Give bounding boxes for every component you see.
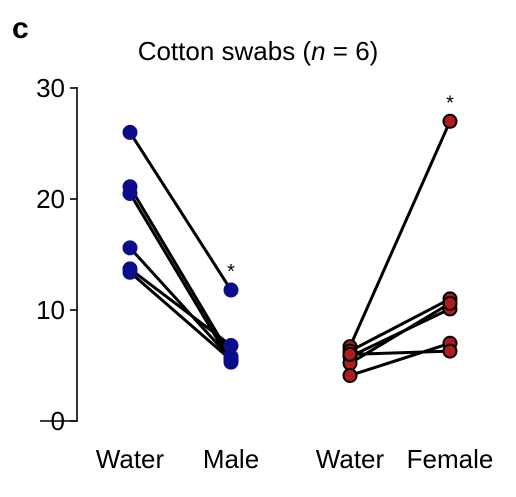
pair-line — [129, 271, 232, 362]
pair-line — [128, 246, 233, 360]
axis-labels: 0 10 20 30 Water Male * Water Female * — [36, 73, 493, 474]
y-tick-label: 20 — [36, 184, 65, 214]
data-point — [442, 113, 458, 129]
pair-line — [128, 131, 233, 291]
significance-marker: * — [227, 261, 235, 283]
pair-line — [349, 349, 451, 356]
significance-marker: * — [446, 92, 454, 114]
data-point — [442, 343, 458, 359]
data-point — [342, 346, 358, 362]
pair-line — [348, 120, 452, 348]
data-point — [122, 185, 138, 201]
pair-line — [349, 297, 451, 353]
axes — [40, 87, 78, 422]
y-tick-label: 30 — [36, 73, 65, 103]
pair-line — [129, 267, 232, 347]
pair-line — [128, 192, 233, 363]
chart-title: Cotton swabs (n = 6) — [138, 36, 379, 66]
y-tick-label: 10 — [36, 295, 65, 325]
data-point — [122, 240, 138, 256]
x-category-label: Water — [316, 444, 385, 474]
data-point — [342, 367, 358, 383]
data-point — [223, 352, 239, 368]
data-point — [122, 124, 138, 140]
x-category-label: Male — [203, 444, 259, 474]
data-point — [223, 282, 239, 298]
data-point — [122, 264, 138, 280]
pair-lines — [128, 120, 452, 377]
x-category-label: Water — [96, 444, 165, 474]
pair-line — [349, 341, 451, 377]
panel-label: c — [12, 12, 29, 45]
x-category-label: Female — [407, 444, 494, 474]
y-tick-label: 0 — [51, 406, 65, 436]
data-point — [223, 338, 239, 354]
data-point — [442, 295, 458, 311]
pair-line — [128, 186, 233, 358]
data-points — [122, 113, 458, 383]
